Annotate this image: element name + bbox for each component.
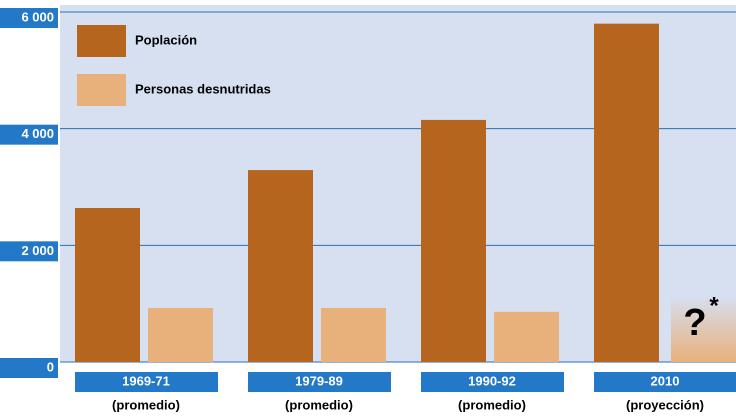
bar bbox=[148, 308, 213, 362]
x-tick-note: (promedio) bbox=[285, 397, 353, 412]
legend-label: Personas desnutridas bbox=[135, 81, 271, 96]
bar bbox=[494, 311, 559, 362]
y-tick-box bbox=[0, 8, 58, 28]
category-box bbox=[248, 372, 391, 392]
unknown-box bbox=[671, 296, 736, 362]
y-tick-label: 2 000 bbox=[21, 243, 54, 258]
x-tick-note: (promedio) bbox=[458, 397, 526, 412]
y-tick-label: 0 bbox=[47, 359, 54, 374]
category-box bbox=[421, 372, 564, 392]
annotation: * bbox=[709, 292, 719, 319]
legend-swatch bbox=[77, 74, 126, 106]
bar bbox=[248, 170, 313, 362]
x-tick-note: (proyección) bbox=[626, 397, 704, 412]
y-tick-box bbox=[0, 124, 58, 145]
category-box bbox=[75, 372, 218, 392]
x-tick-label: 2010 bbox=[651, 373, 680, 388]
x-tick-label: 1990-92 bbox=[468, 373, 516, 388]
bar bbox=[321, 308, 386, 362]
x-tick-label: 1979-89 bbox=[295, 373, 343, 388]
x-tick-note: (promedio) bbox=[112, 397, 180, 412]
category-box bbox=[594, 372, 736, 392]
annotation: ? bbox=[683, 302, 706, 344]
bar bbox=[594, 23, 659, 363]
legend-label: Poplación bbox=[135, 32, 197, 47]
legend-swatch bbox=[77, 25, 126, 57]
bar bbox=[421, 119, 486, 363]
x-tick-label: 1969-71 bbox=[122, 373, 170, 388]
y-tick-box bbox=[0, 241, 58, 262]
y-tick-label: 6 000 bbox=[21, 9, 54, 24]
y-tick-box bbox=[0, 358, 58, 378]
bar bbox=[75, 208, 140, 362]
y-tick-label: 4 000 bbox=[21, 126, 54, 141]
